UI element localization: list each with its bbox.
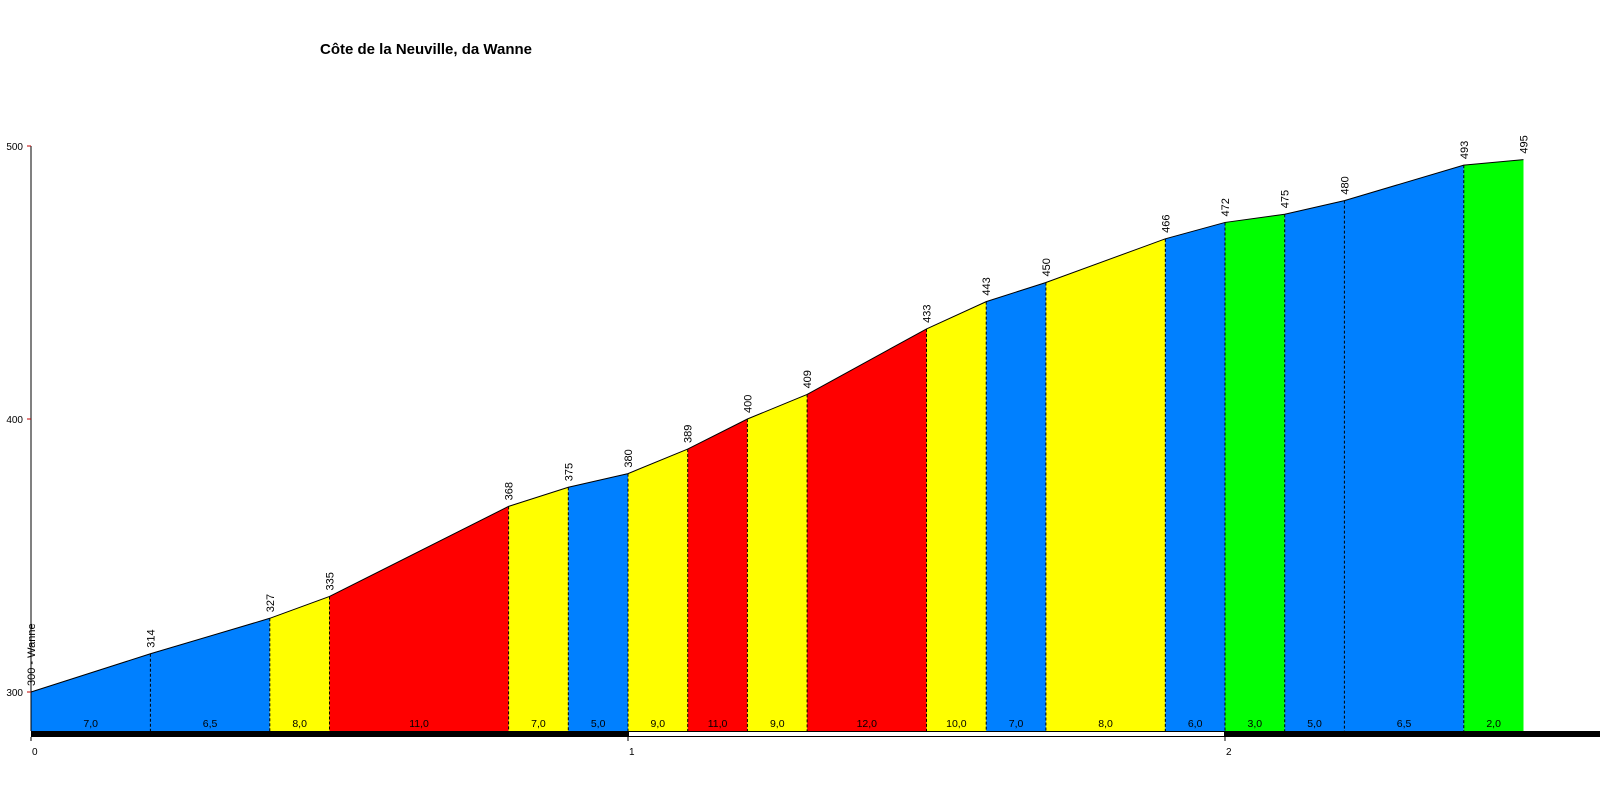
x-tick-label: 0	[32, 747, 38, 758]
chart-title: Côte de la Neuville, da Wanne	[320, 41, 532, 58]
gradient-label: 11,0	[708, 718, 728, 730]
gradient-label: 5,0	[1307, 718, 1322, 730]
outline-layer	[30, 159, 1524, 693]
x-axis-bar-white-km	[629, 732, 1224, 736]
profile-segment	[508, 487, 569, 731]
profile-segment	[1284, 200, 1345, 732]
gradient-label: 12,0	[857, 718, 878, 730]
gradient-label: 9,0	[770, 718, 785, 730]
profile-segment	[329, 506, 509, 731]
profile-segment	[269, 596, 330, 731]
elevation-label: 495	[1519, 135, 1531, 153]
profile-outline	[30, 159, 1524, 693]
gradient-label: 6,5	[1397, 718, 1412, 730]
gradient-label: 6,5	[203, 718, 218, 730]
elevation-label: 327	[265, 594, 277, 612]
gradient-label: 10,0	[946, 718, 967, 730]
profile-segment	[1045, 238, 1166, 731]
profile-segment	[926, 301, 987, 731]
profile-segment	[628, 449, 688, 731]
segments-layer	[31, 159, 1524, 732]
elevation-label: 475	[1280, 190, 1292, 208]
x-tick-label: 2	[1226, 747, 1232, 758]
elevation-labels: 300 - Wanne 314 327 335 368 375 380 389 400 409 43…	[26, 135, 1531, 686]
elevation-label: 409	[802, 370, 814, 388]
profile-segment	[747, 394, 808, 731]
gradient-label: 11,0	[409, 718, 429, 730]
elevation-label: 450	[1041, 258, 1053, 276]
gradient-labels: 7,0 6,5 8,0 11,0 7,0 5,0 9,0 11,0 9,0 12,0 10,0 7,0…	[83, 718, 1501, 730]
gradient-label: 8,0	[1098, 718, 1113, 730]
gradient-label: 3,0	[1248, 718, 1263, 730]
elevation-label: 389	[683, 425, 695, 443]
gradient-label: 5,0	[591, 718, 606, 730]
profile-segment	[687, 419, 748, 731]
elevation-label: 466	[1160, 214, 1172, 232]
y-axis: 300 400 500	[6, 142, 32, 731]
gradient-label: 6,0	[1188, 718, 1203, 730]
x-tick-label: 1	[629, 747, 635, 758]
profile-segment	[568, 473, 628, 731]
elevation-label: 380	[623, 449, 635, 467]
profile-segment	[31, 653, 151, 731]
elevation-label: 400	[742, 395, 754, 413]
gradient-label: 7,0	[531, 718, 546, 730]
elevation-label: 443	[981, 277, 993, 295]
x-axis: 0 1 2	[30, 731, 1600, 758]
gradient-label: 9,0	[651, 718, 666, 730]
elevation-label: 314	[145, 629, 157, 647]
elevation-label: 335	[325, 572, 337, 590]
elevation-label: 480	[1339, 176, 1351, 194]
dividers-layer	[149, 165, 1465, 731]
y-tick-label: 400	[6, 415, 23, 426]
profile-segment	[1463, 159, 1524, 731]
profile-segment	[150, 618, 270, 731]
gradient-label: 7,0	[83, 718, 98, 730]
profile-segment	[1165, 222, 1225, 731]
profile-segment	[807, 328, 927, 731]
elevation-label: 472	[1220, 198, 1232, 216]
gradient-label: 2,0	[1486, 718, 1501, 730]
elevation-label: 368	[504, 482, 516, 500]
profile-segment	[1344, 165, 1464, 732]
gradient-label: 7,0	[1009, 718, 1024, 730]
y-tick-label: 300	[6, 688, 23, 699]
elevation-label: 300 - Wanne	[26, 623, 38, 686]
gradient-label: 8,0	[292, 718, 307, 730]
y-tick-label: 500	[6, 142, 23, 153]
profile-segment	[986, 282, 1046, 731]
profile-segment	[1225, 214, 1285, 731]
elevation-label: 493	[1459, 141, 1471, 159]
elevation-label: 433	[922, 305, 934, 323]
elevation-label: 375	[563, 463, 575, 481]
